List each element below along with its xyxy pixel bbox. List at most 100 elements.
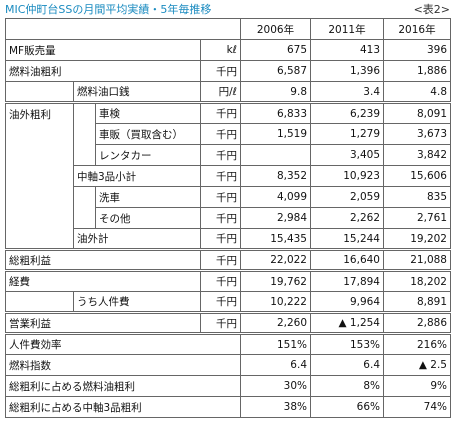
- unit: 千円: [200, 101, 241, 124]
- value: 10,923: [310, 165, 384, 187]
- value: 15,606: [383, 165, 451, 187]
- value: 1,886: [383, 60, 451, 82]
- group-label: 油外粗利: [5, 101, 74, 124]
- cell: [5, 144, 74, 166]
- unit: kℓ: [200, 39, 241, 61]
- column-header: 2011年: [310, 18, 384, 40]
- value: ▲ 2.5: [383, 354, 451, 376]
- row-label: 中軸3品小計: [73, 165, 201, 187]
- value: 6,239: [310, 101, 384, 124]
- cell: [5, 207, 74, 229]
- unit: 千円: [200, 123, 241, 145]
- table: 2006年 2011年 2016年 MF販売量 kℓ 675 413 396 燃料油粗利 千円 6…: [5, 18, 451, 418]
- value: 18,202: [383, 269, 451, 292]
- unit: 千円: [200, 248, 241, 271]
- value: 4.8: [383, 81, 451, 103]
- row-label: 車販（買取含む）: [95, 123, 201, 145]
- unit: 千円: [200, 228, 241, 250]
- header-row: 2006年 2011年 2016年: [5, 18, 451, 40]
- value: 151%: [240, 332, 311, 355]
- value: 22,022: [240, 248, 311, 271]
- value: 66%: [310, 396, 384, 418]
- row-label: MF販売量: [5, 39, 201, 61]
- header: MIC仲町台SSの月間平均実績・5年毎推移 <表2>: [5, 1, 450, 17]
- value: 2,761: [383, 207, 451, 229]
- value: 413: [310, 39, 384, 61]
- row-label: 人件費効率: [5, 332, 241, 355]
- table-row: 油外粗利 車検 千円 6,833 6,239 8,091: [5, 101, 451, 124]
- value: [240, 144, 311, 166]
- value: 1,519: [240, 123, 311, 145]
- cell: [73, 123, 96, 145]
- table-row: MF販売量 kℓ 675 413 396: [5, 39, 451, 61]
- row-label: 総粗利益: [5, 248, 201, 271]
- value: 9,964: [310, 291, 384, 313]
- table-row: 人件費効率 151% 153% 216%: [5, 332, 451, 355]
- table-row: 総粗利に占める燃料油粗利 30% 8% 9%: [5, 375, 451, 397]
- value: 19,762: [240, 269, 311, 292]
- value: 2,984: [240, 207, 311, 229]
- value: 2,886: [383, 311, 451, 334]
- row-label: 経費: [5, 269, 201, 292]
- value: 8,891: [383, 291, 451, 313]
- table-row: 燃料油粗利 千円 6,587 1,396 1,886: [5, 60, 451, 82]
- note: <表2>: [413, 3, 450, 16]
- table-row: レンタカー 千円 3,405 3,842: [5, 144, 451, 166]
- value: ▲ 1,254: [310, 311, 384, 334]
- value: 4,099: [240, 186, 311, 208]
- cell: [5, 165, 74, 187]
- table-row: 総粗利益 千円 22,022 16,640 21,088: [5, 248, 451, 271]
- value: 3.4: [310, 81, 384, 103]
- unit: 千円: [200, 269, 241, 292]
- table-row: 車販（買取含む） 千円 1,519 1,279 3,673: [5, 123, 451, 145]
- unit: 千円: [200, 144, 241, 166]
- cell: [73, 207, 96, 229]
- table-row: 経費 千円 19,762 17,894 18,202: [5, 269, 451, 292]
- value: 15,435: [240, 228, 311, 250]
- value: 6,587: [240, 60, 311, 82]
- unit: 千円: [200, 291, 241, 313]
- table-row: 営業利益 千円 2,260 ▲ 1,254 2,886: [5, 311, 451, 334]
- table-row: 洗車 千円 4,099 2,059 835: [5, 186, 451, 208]
- table-row: その他 千円 2,984 2,262 2,761: [5, 207, 451, 229]
- table-row: 燃料油口銭 円/ℓ 9.8 3.4 4.8: [5, 81, 451, 103]
- table-row: 総粗利に占める中軸3品粗利 38% 66% 74%: [5, 396, 451, 418]
- value: 396: [383, 39, 451, 61]
- cell: [5, 291, 74, 313]
- value: 2,262: [310, 207, 384, 229]
- unit: 千円: [200, 186, 241, 208]
- row-label: 洗車: [95, 186, 201, 208]
- value: 8,091: [383, 101, 451, 124]
- value: 9%: [383, 375, 451, 397]
- table-row: 燃料指数 6.4 6.4 ▲ 2.5: [5, 354, 451, 376]
- value: 8,352: [240, 165, 311, 187]
- value: 3,842: [383, 144, 451, 166]
- cell: [73, 186, 96, 208]
- value: 1,279: [310, 123, 384, 145]
- table-row: うち人件費 千円 10,222 9,964 8,891: [5, 291, 451, 313]
- unit: 千円: [200, 165, 241, 187]
- value: 2,260: [240, 311, 311, 334]
- value: 38%: [240, 396, 311, 418]
- value: 216%: [383, 332, 451, 355]
- cell: [73, 144, 96, 166]
- value: 16,640: [310, 248, 384, 271]
- value: 17,894: [310, 269, 384, 292]
- row-label: その他: [95, 207, 201, 229]
- corner: [5, 18, 241, 40]
- unit: 千円: [200, 60, 241, 82]
- value: 675: [240, 39, 311, 61]
- unit: 千円: [200, 207, 241, 229]
- value: 74%: [383, 396, 451, 418]
- row-label: 燃料油口銭: [73, 81, 201, 103]
- row-label: 総粗利に占める燃料油粗利: [5, 375, 241, 397]
- value: 6.4: [240, 354, 311, 376]
- cell: [5, 186, 74, 208]
- value: 21,088: [383, 248, 451, 271]
- value: 2,059: [310, 186, 384, 208]
- cell: [73, 101, 96, 124]
- value: 835: [383, 186, 451, 208]
- row-label: 総粗利に占める中軸3品粗利: [5, 396, 241, 418]
- value: 8%: [310, 375, 384, 397]
- unit: 千円: [200, 311, 241, 334]
